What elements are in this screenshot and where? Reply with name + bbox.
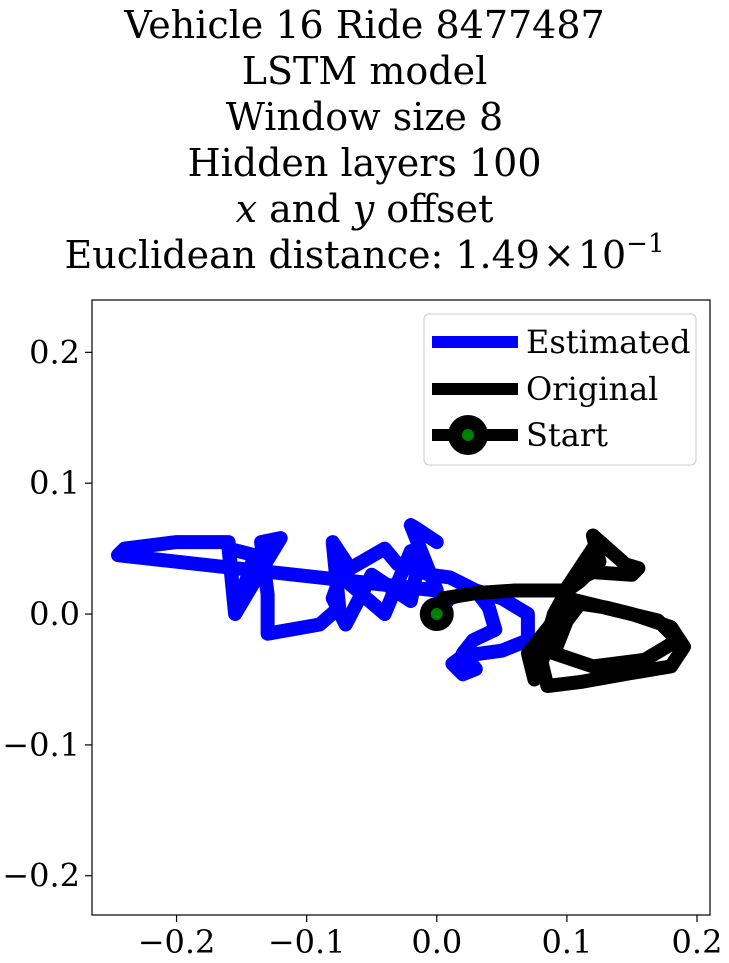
x-tick-label: 0.0 (411, 923, 462, 961)
series-layer (111, 518, 691, 693)
legend-swatch-start-center (462, 429, 474, 441)
distance-prefix: Euclidean distance: (64, 233, 456, 277)
chart-title: Vehicle 16 Ride 8477487 LSTM model Windo… (0, 0, 729, 278)
title-line-1: Vehicle 16 Ride 8477487 (124, 3, 605, 47)
y-variable: y (352, 187, 375, 231)
y-tick-label: −0.2 (2, 857, 80, 895)
legend-label-start: Start (526, 416, 608, 454)
x-tick-label: 0.2 (672, 923, 723, 961)
start-marker-center (430, 608, 443, 621)
title-line-2: LSTM model (241, 49, 488, 93)
and-text: and (257, 187, 353, 231)
title-line-3: Window size 8 (225, 95, 504, 139)
y-tick-label: 0.2 (29, 333, 80, 371)
series-line-original (429, 528, 691, 693)
legend-label-estimated: Estimated (526, 323, 691, 361)
legend-label-original: Original (526, 370, 658, 408)
title-line-4: Hidden layers 100 (187, 141, 542, 185)
x-tick-label: 0.1 (541, 923, 592, 961)
distance-times: × (542, 233, 575, 277)
distance-exponent: −1 (626, 229, 665, 259)
offset-suffix: offset (374, 187, 494, 231)
tick-layer: −0.2 −0.1 0.0 0.1 0.2 0.2 0.1 0.0 −0.1 −0.2 (2, 333, 722, 961)
distance-base: 10 (577, 233, 627, 277)
x-tick-label: −0.2 (138, 923, 216, 961)
axes-frame (91, 299, 711, 916)
x-variable: x (235, 187, 258, 231)
title-line-distance: Euclidean distance: 1.49×10−1 (0, 229, 729, 278)
series-line-estimated (111, 518, 535, 682)
title-line-offset: x and y offset (0, 186, 729, 232)
y-tick-label: 0.1 (29, 464, 80, 502)
legend: Estimated Original Start (423, 313, 697, 466)
y-tick-label: −0.1 (2, 726, 80, 764)
distance-mantissa: 1.49 (455, 233, 540, 277)
y-tick-label: 0.0 (29, 595, 80, 633)
legend-box (423, 313, 697, 466)
x-tick-label: −0.1 (268, 923, 346, 961)
